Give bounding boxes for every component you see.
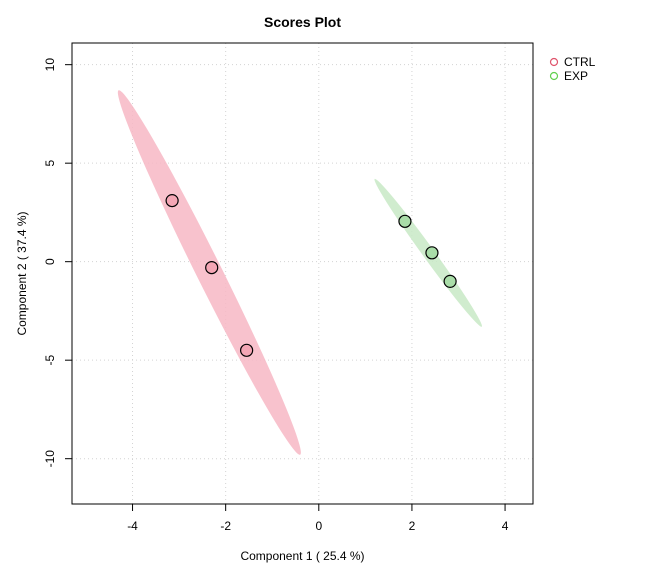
y-tick-label: -5 <box>43 355 57 366</box>
legend-marker-exp <box>549 71 559 81</box>
x-tick-label: -2 <box>220 519 231 533</box>
y-axis-label: Component 2 ( 37.4 %) <box>15 211 29 335</box>
legend-label-exp: EXP <box>564 69 588 83</box>
axes: -4 -2 0 2 4 -10 -5 0 5 10 <box>43 58 509 533</box>
data-point-exp <box>443 274 457 288</box>
y-tick-label: 5 <box>43 160 57 167</box>
chart-title: Scores Plot <box>264 14 341 30</box>
legend-marker-ctrl <box>549 57 559 67</box>
data-point-exp <box>398 214 412 228</box>
y-tick-label: 0 <box>43 258 57 265</box>
grid-lines <box>72 43 533 504</box>
confidence-ellipses <box>117 90 482 455</box>
x-tick-label: -4 <box>127 519 138 533</box>
x-axis-label: Component 1 ( 25.4 %) <box>240 549 364 563</box>
legend-label-ctrl: CTRL <box>564 55 596 69</box>
data-point-ctrl <box>165 194 179 208</box>
data-point-ctrl <box>240 343 254 357</box>
data-points <box>165 194 457 357</box>
data-point-exp <box>425 246 439 260</box>
plot-frame <box>71 42 534 505</box>
x-tick-label: 4 <box>502 519 509 533</box>
data-point-ctrl <box>205 260 219 275</box>
y-tick-label: 10 <box>43 58 57 72</box>
y-tick-label: -10 <box>43 450 57 468</box>
x-tick-label: 2 <box>409 519 416 533</box>
x-tick-label: 0 <box>315 519 322 533</box>
